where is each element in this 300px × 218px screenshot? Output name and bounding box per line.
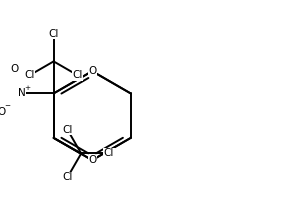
Text: O: O: [88, 66, 96, 76]
Text: +: +: [24, 85, 30, 91]
Text: O: O: [0, 107, 6, 117]
Text: O: O: [11, 64, 19, 74]
Text: Cl: Cl: [72, 70, 83, 80]
Text: Cl: Cl: [48, 29, 59, 39]
Text: O: O: [88, 155, 96, 165]
Text: Cl: Cl: [62, 172, 73, 182]
Text: Cl: Cl: [62, 125, 73, 135]
Text: Cl: Cl: [25, 70, 35, 80]
Text: −: −: [5, 103, 11, 109]
Text: Cl: Cl: [103, 148, 114, 158]
Text: N: N: [18, 89, 26, 99]
